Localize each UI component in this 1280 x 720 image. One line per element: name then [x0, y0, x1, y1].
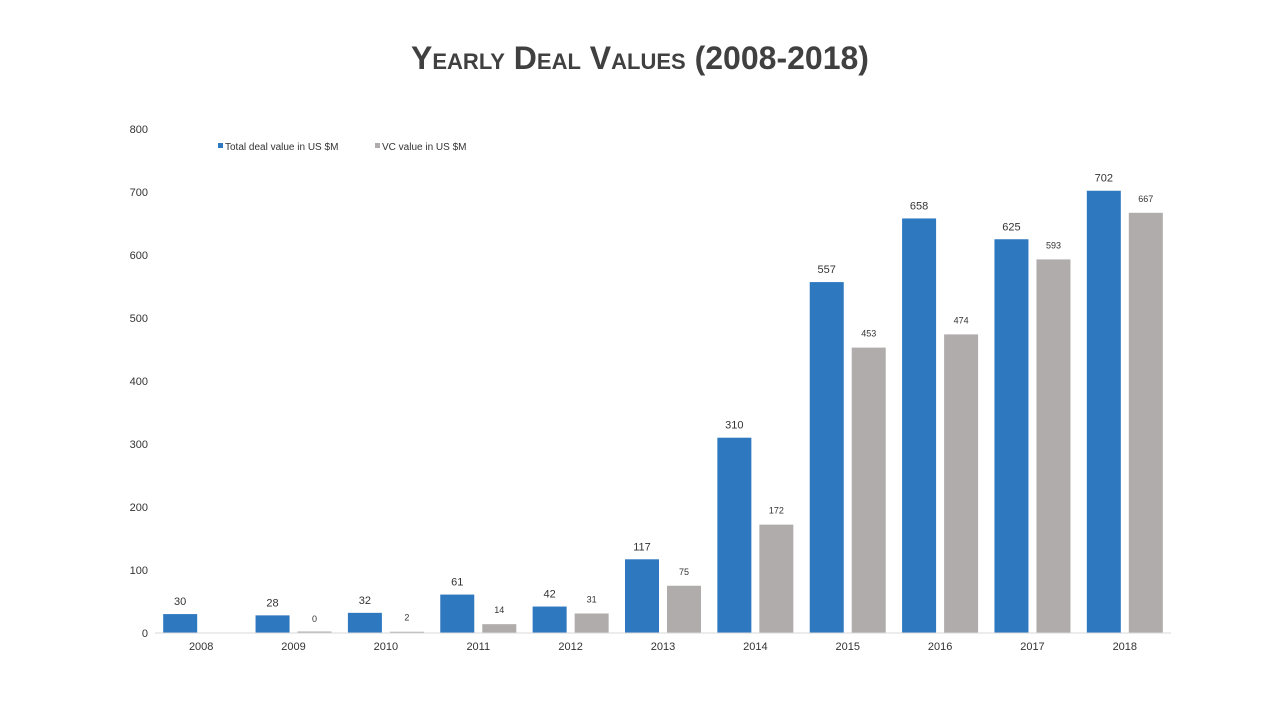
y-tick-label: 500	[130, 313, 148, 325]
legend-label-total: Total deal value in US $M	[225, 142, 338, 153]
x-tick-label: 2016	[928, 641, 952, 653]
bar-total-2017	[994, 239, 1029, 633]
bar-vc-2018	[1128, 212, 1163, 634]
data-label-vc-2018: 667	[1138, 194, 1153, 204]
bar-total-2015	[809, 282, 844, 633]
x-tick-label: 2017	[1020, 641, 1044, 653]
data-label-vc-2011: 14	[494, 605, 504, 615]
data-label-vc-2012: 31	[587, 594, 597, 604]
y-tick-label: 700	[130, 187, 148, 199]
x-tick-label: 2015	[835, 641, 859, 653]
data-label-total-2015: 557	[818, 264, 836, 276]
data-label-vc-2016: 474	[954, 315, 969, 325]
bar-vc-2010	[389, 631, 424, 633]
y-tick-label: 400	[130, 376, 148, 388]
data-label-total-2011: 61	[451, 577, 463, 589]
bar-total-2011	[440, 594, 475, 633]
data-labels-group: 30 28 0 32 2 61 14 42 31 117 75 310 172 557 453 658 474 6…	[174, 173, 1153, 624]
y-tick-label: 300	[130, 439, 148, 451]
data-label-total-2018: 702	[1095, 173, 1113, 185]
bar-total-2014	[717, 437, 752, 633]
x-axis: 2008 2009 2010 2011 2012 2013 2014 2015 2016 2017…	[189, 641, 1137, 653]
bar-vc-2015	[851, 347, 886, 633]
bar-vc-2014	[759, 524, 794, 633]
legend: Total deal value in US $M VC value in US …	[218, 142, 466, 153]
data-label-vc-2009: 0	[312, 614, 317, 624]
bar-total-2018	[1086, 190, 1121, 634]
data-label-vc-2015: 453	[861, 329, 876, 339]
y-tick-label: 600	[130, 250, 148, 262]
y-tick-label: 100	[130, 565, 148, 577]
bar-vc-2016	[944, 334, 979, 633]
data-label-total-2013: 117	[633, 541, 651, 553]
data-label-total-2012: 42	[544, 589, 556, 601]
x-tick-label: 2008	[189, 641, 213, 653]
x-tick-label: 2010	[374, 641, 398, 653]
data-label-total-2008: 30	[174, 596, 186, 608]
data-label-total-2016: 658	[910, 200, 928, 212]
y-tick-label: 0	[142, 628, 148, 640]
bar-vc-2009	[297, 631, 332, 633]
x-tick-label: 2011	[466, 641, 490, 653]
x-tick-label: 2009	[281, 641, 305, 653]
chart-title: Yearly Deal Values (2008-2018)	[411, 40, 869, 76]
y-axis: 0 100 200 300 400 500 600 700 800	[130, 124, 148, 640]
data-label-total-2010: 32	[359, 595, 371, 607]
bar-total-2013	[625, 559, 659, 633]
data-label-vc-2013: 75	[679, 567, 689, 577]
legend-label-vc: VC value in US $M	[382, 142, 466, 153]
bar-total-2016	[902, 218, 937, 633]
y-tick-label: 200	[130, 502, 148, 514]
bar-vc-2017	[1036, 259, 1071, 633]
data-label-vc-2010: 2	[404, 613, 409, 623]
legend-swatch-vc	[375, 143, 380, 148]
x-tick-label: 2013	[651, 641, 675, 653]
legend-swatch-total	[218, 143, 223, 148]
data-label-vc-2017: 593	[1046, 240, 1061, 250]
bar-vc-2013	[667, 585, 701, 633]
x-tick-label: 2014	[743, 641, 767, 653]
x-tick-label: 2012	[558, 641, 582, 653]
bar-vc-2012	[574, 613, 609, 633]
data-label-total-2014: 310	[725, 420, 743, 432]
bar-total-2009	[255, 615, 290, 633]
bar-total-2010	[347, 612, 382, 633]
data-label-total-2009: 28	[266, 597, 278, 609]
bar-total-2012	[532, 606, 567, 633]
bars-group	[163, 190, 1163, 634]
data-label-total-2017: 625	[1002, 221, 1020, 233]
bar-vc-2011	[482, 624, 517, 633]
bar-total-2008	[163, 614, 198, 633]
x-tick-label: 2018	[1113, 641, 1137, 653]
data-label-vc-2014: 172	[769, 506, 784, 516]
y-tick-label: 800	[130, 124, 148, 136]
